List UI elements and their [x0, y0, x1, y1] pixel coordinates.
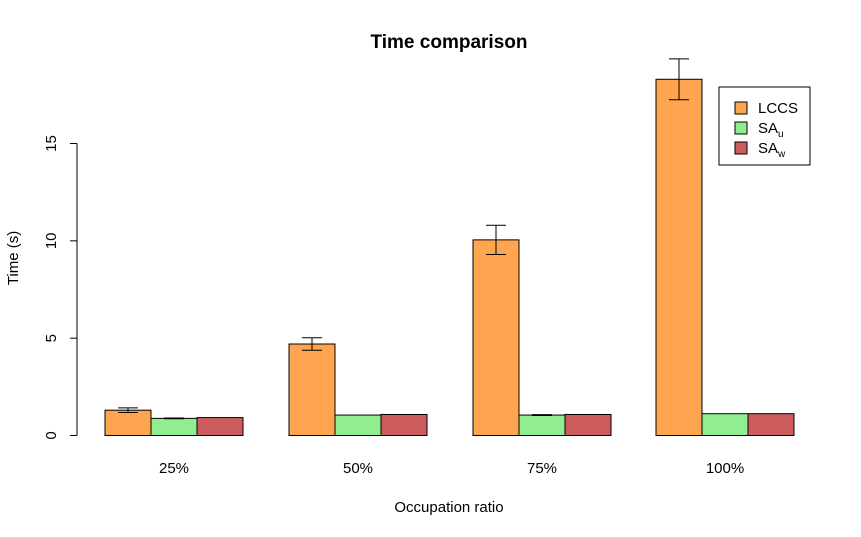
bar — [472, 239, 520, 436]
error-bar-group — [118, 58, 689, 420]
legend-box — [718, 86, 811, 166]
x-tick-label: 75% — [527, 460, 557, 477]
bar — [104, 409, 152, 436]
legend-swatch — [734, 121, 748, 135]
bar-group — [104, 78, 795, 437]
y-axis: 0 5 10 15 — [43, 135, 78, 440]
legend-label-text: SA — [758, 120, 778, 137]
bar — [288, 343, 336, 436]
bar — [380, 413, 428, 437]
legend-label-subscript: u — [778, 129, 784, 140]
chart-title: Time comparison — [371, 32, 528, 53]
legend-label-subscript: w — [777, 149, 786, 160]
bar — [564, 413, 612, 437]
x-axis-label: Occupation ratio — [394, 499, 503, 516]
bar — [747, 413, 795, 436]
y-tick-label: 0 — [43, 431, 60, 439]
x-tick-label: 25% — [159, 460, 189, 477]
y-tick-label: 5 — [43, 334, 60, 342]
y-axis-label: Time (s) — [5, 231, 22, 285]
bar — [655, 78, 703, 436]
legend-label-text: SA — [758, 140, 778, 157]
y-tick-label: 10 — [43, 232, 60, 249]
x-tick-labels: 25% 50% 75% 100% — [159, 460, 744, 477]
legend-swatch — [734, 141, 748, 155]
x-tick-label: 100% — [706, 460, 744, 477]
legend-label: SAw — [758, 140, 786, 160]
legend-label: SAu — [758, 120, 784, 140]
legend-swatch — [734, 101, 748, 115]
y-tick-label: 15 — [43, 135, 60, 152]
legend-label: LCCS — [758, 100, 798, 117]
bar — [150, 417, 198, 436]
legend-label-text: LCCS — [758, 100, 798, 117]
bar — [701, 413, 749, 436]
bar — [196, 417, 244, 437]
bar — [334, 414, 382, 436]
bar — [518, 414, 566, 436]
x-tick-label: 50% — [343, 460, 373, 477]
